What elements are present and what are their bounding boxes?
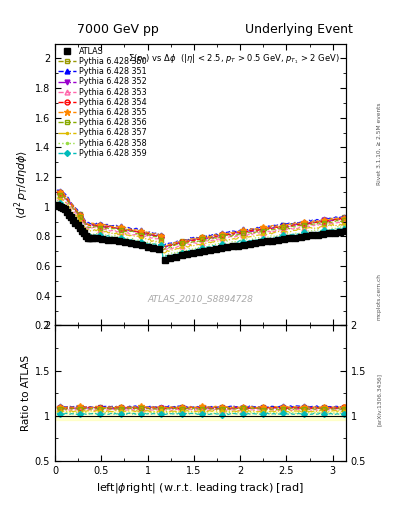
Y-axis label: Ratio to ATLAS: Ratio to ATLAS xyxy=(20,355,31,431)
ATLAS xyxy=(100,236,105,242)
ATLAS xyxy=(338,229,343,235)
ATLAS xyxy=(343,228,348,234)
Text: mcplots.cern.ch: mcplots.cern.ch xyxy=(377,273,382,321)
ATLAS xyxy=(162,257,167,263)
Text: Rivet 3.1.10, ≥ 2.5M events: Rivet 3.1.10, ≥ 2.5M events xyxy=(377,102,382,185)
ATLAS xyxy=(174,253,178,260)
Y-axis label: $\langle d^2\,p_T/d\eta d\phi\rangle$: $\langle d^2\,p_T/d\eta d\phi\rangle$ xyxy=(12,150,31,219)
Text: Underlying Event: Underlying Event xyxy=(245,23,353,36)
X-axis label: left$|\phi$right$|$ (w.r.t. leading track) [rad]: left$|\phi$right$|$ (w.r.t. leading trac… xyxy=(96,481,305,495)
ATLAS xyxy=(242,242,246,248)
Bar xyxy=(55,411,346,420)
ATLAS xyxy=(156,246,161,252)
Legend: ATLAS, Pythia 6.428 350, Pythia 6.428 351, Pythia 6.428 352, Pythia 6.428 353, P: ATLAS, Pythia 6.428 350, Pythia 6.428 35… xyxy=(57,46,148,159)
Text: $\Sigma(p_T)$ vs $\Delta\phi$  ($|\eta|$ < 2.5, $p_T$ > 0.5 GeV, $p_{T_1}$ > 2 G: $\Sigma(p_T)$ vs $\Delta\phi$ ($|\eta|$ … xyxy=(128,52,340,66)
Text: ATLAS_2010_S8894728: ATLAS_2010_S8894728 xyxy=(147,294,253,303)
Text: 7000 GeV pp: 7000 GeV pp xyxy=(77,23,159,36)
ATLAS xyxy=(55,202,59,208)
ATLAS xyxy=(90,235,94,241)
Text: [arXiv:1306.3436]: [arXiv:1306.3436] xyxy=(377,373,382,426)
Line: ATLAS: ATLAS xyxy=(54,202,349,263)
